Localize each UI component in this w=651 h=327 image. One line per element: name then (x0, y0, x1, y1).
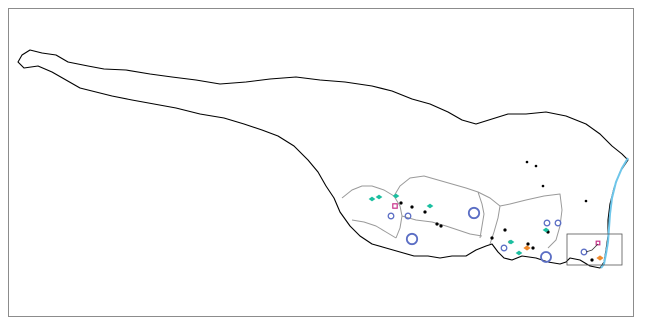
teal-diamond-icon[interactable] (392, 193, 400, 199)
blue-ring-icon[interactable] (580, 248, 588, 256)
teal-diamond-icon[interactable] (507, 239, 515, 245)
black-dot-icon[interactable] (541, 184, 545, 188)
teal-diamond-icon[interactable] (515, 250, 523, 256)
black-dot-icon[interactable] (525, 160, 529, 164)
blue-ring-icon[interactable] (467, 206, 481, 220)
black-dot-icon[interactable] (503, 228, 507, 232)
teal-diamond-icon[interactable] (426, 203, 434, 209)
orange-diamond-icon[interactable] (596, 255, 604, 261)
map-frame (8, 8, 634, 317)
teal-diamond-icon[interactable] (375, 194, 383, 200)
teal-diamond-icon[interactable] (542, 227, 550, 233)
district-boundaries (341, 175, 563, 249)
black-dot-icon[interactable] (439, 224, 443, 228)
black-dot-icon[interactable] (410, 205, 414, 209)
black-dot-icon[interactable] (423, 210, 427, 214)
coastline (600, 157, 629, 269)
orange-diamond-icon[interactable] (523, 245, 531, 251)
region-outline (17, 49, 629, 269)
inset-box (566, 233, 623, 266)
blue-ring-icon[interactable] (387, 212, 395, 220)
blue-ring-icon[interactable] (500, 244, 508, 252)
black-dot-icon[interactable] (534, 164, 538, 168)
blue-ring-icon[interactable] (540, 251, 552, 263)
black-dot-icon[interactable] (490, 236, 494, 240)
blue-ring-icon[interactable] (554, 219, 562, 227)
map-markers (368, 160, 604, 263)
black-dot-icon[interactable] (584, 199, 588, 203)
teal-diamond-icon[interactable] (368, 196, 376, 202)
black-dot-icon[interactable] (435, 222, 439, 226)
magenta-square-icon[interactable] (595, 240, 601, 246)
black-dot-icon[interactable] (399, 201, 403, 205)
blue-ring-icon[interactable] (543, 219, 551, 227)
blue-ring-icon[interactable] (404, 212, 412, 220)
blue-ring-icon[interactable] (405, 232, 419, 246)
black-dot-icon[interactable] (590, 258, 594, 262)
black-dot-icon[interactable] (531, 246, 535, 250)
black-dot-icon[interactable] (526, 242, 530, 246)
magenta-square-icon[interactable] (392, 203, 398, 209)
inset-route-line (585, 243, 599, 253)
